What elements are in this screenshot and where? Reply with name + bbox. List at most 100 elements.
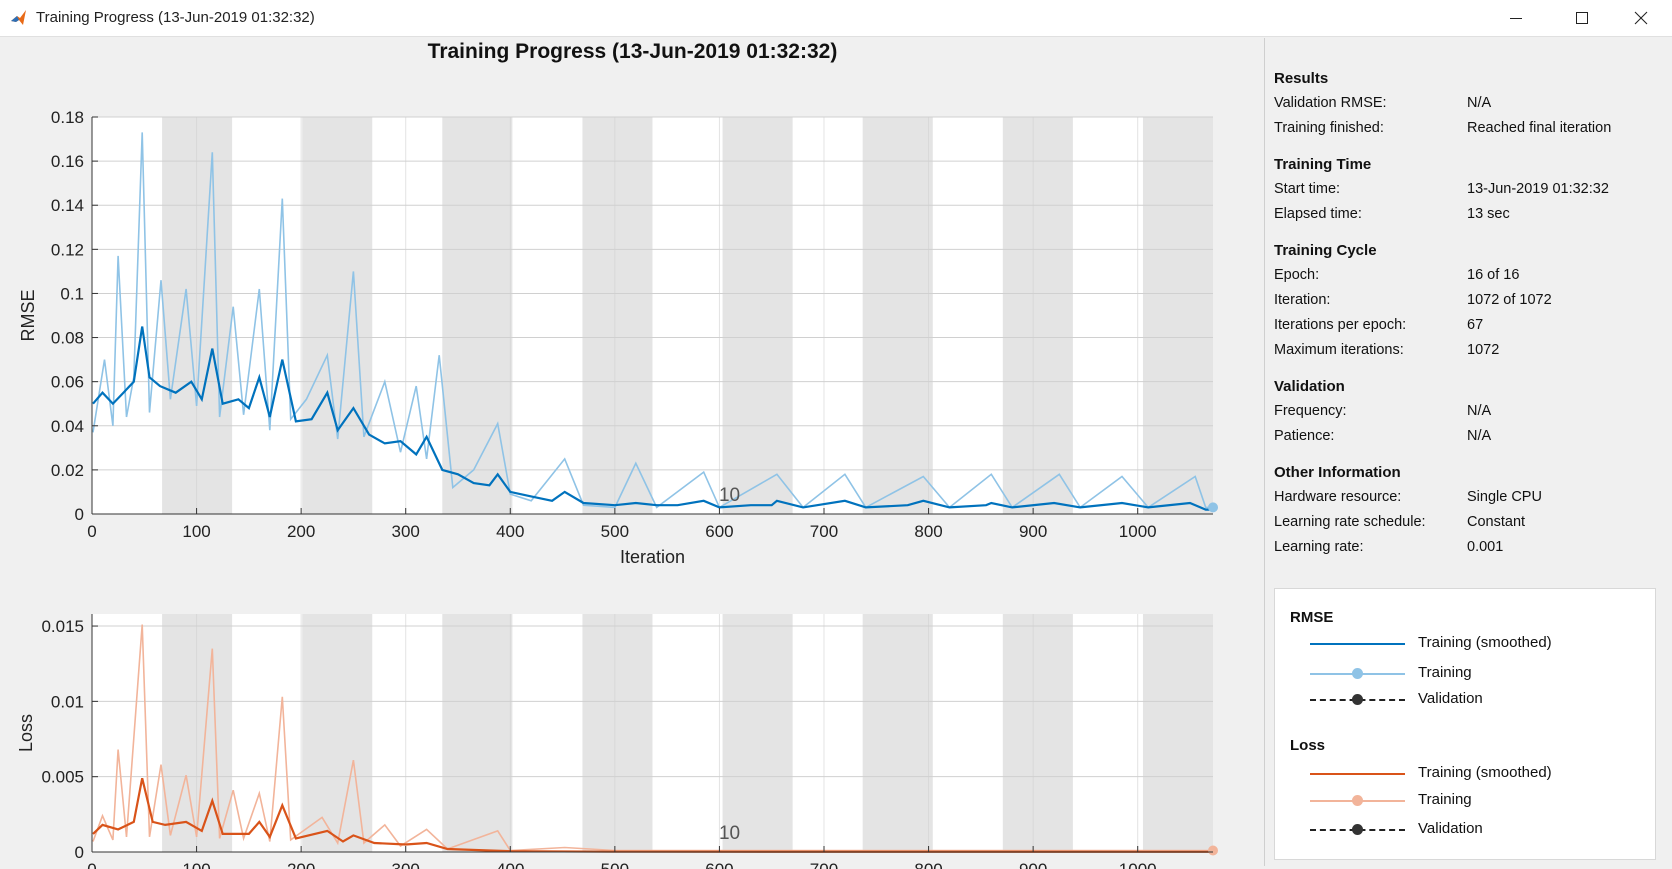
maximize-button[interactable] <box>1553 0 1611 36</box>
loss-x-tick-label: 100 <box>182 860 210 869</box>
info-section-title: Training Time <box>1274 156 1372 173</box>
info-section-title: Other Information <box>1274 464 1401 481</box>
info-row-label: Maximum iterations: <box>1274 342 1404 358</box>
info-row-label: Learning rate schedule: <box>1274 514 1426 530</box>
loss-training-line <box>92 624 1213 852</box>
rmse-y-tick-label: 0.08 <box>51 329 84 348</box>
loss-x-tick-label: 700 <box>810 860 838 869</box>
legend-rmse-title: RMSE <box>1290 609 1334 626</box>
rmse-y-tick-label: 0.02 <box>51 461 84 480</box>
loss-x-tick-label: 900 <box>1019 860 1047 869</box>
info-row-label: Frequency: <box>1274 403 1347 419</box>
info-row-label: Patience: <box>1274 428 1335 444</box>
training-progress-title: Training Progress (13-Jun-2019 01:32:32) <box>427 40 838 63</box>
rmse-y-axis-label: RMSE <box>18 289 38 341</box>
info-row-value: Constant <box>1467 514 1526 530</box>
loss-y-tick-label: 0.015 <box>41 617 84 636</box>
rmse-x-tick-label: 100 <box>182 522 210 541</box>
side-panel: Results Validation RMSE: N/A Training finis… <box>1264 38 1669 866</box>
rmse-training-line <box>92 132 1213 509</box>
loss-x-tick-label: 400 <box>496 860 524 869</box>
close-icon <box>1634 11 1648 25</box>
info-row-label: Training finished: <box>1274 120 1384 136</box>
info-section-title: Training Cycle <box>1274 242 1377 259</box>
rmse-training-smoothed-line <box>92 326 1213 511</box>
legend-loss-smoothed-label: Training (smoothed) <box>1418 764 1552 781</box>
legend-panel: RMSE Training (smoothed) Training Valida… <box>1274 588 1656 860</box>
rmse-x-axis-label: Iteration <box>620 547 685 567</box>
rmse-x-tick-label: 900 <box>1019 522 1047 541</box>
loss-x-tick-label: 600 <box>705 860 733 869</box>
loss-epoch-band <box>442 614 513 852</box>
loss-final-marker <box>1208 845 1218 856</box>
legend-loss-title: Loss <box>1290 737 1326 754</box>
rmse-y-tick-label: 0 <box>75 505 84 524</box>
rmse-epoch-band <box>162 117 233 514</box>
legend-rmse-smoothed-line <box>1310 643 1405 645</box>
info-row-label: Elapsed time: <box>1274 206 1362 222</box>
loss-epoch-band <box>862 614 933 852</box>
rmse-y-tick-label: 0.14 <box>51 196 84 215</box>
rmse-epoch-band <box>1142 117 1213 514</box>
rmse-y-tick-label: 0.04 <box>51 417 84 436</box>
info-section-title: Results <box>1274 70 1329 87</box>
rmse-epoch-annotation: 10 <box>719 485 740 506</box>
window-titlebar: Training Progress (13-Jun-2019 01:32:32) <box>0 0 1672 37</box>
legend-rmse-validation-marker <box>1352 694 1363 705</box>
loss-y-tick-label: 0.01 <box>51 692 84 711</box>
info-row-value: 16 of 16 <box>1467 267 1520 283</box>
loss-epoch-band <box>302 614 373 852</box>
loss-y-tick-label: 0 <box>75 843 84 862</box>
info-row-label: Validation RMSE: <box>1274 95 1387 111</box>
legend-loss-training-marker <box>1352 795 1363 806</box>
loss-x-tick-label: 200 <box>287 860 315 869</box>
rmse-y-tick-label: 0.16 <box>51 152 84 171</box>
loss-x-tick-label: 800 <box>914 860 942 869</box>
rmse-y-tick-label: 0.18 <box>51 108 84 127</box>
rmse-epoch-band <box>1002 117 1073 514</box>
rmse-x-tick-label: 300 <box>392 522 420 541</box>
loss-x-tick-label: 1000 <box>1119 860 1157 869</box>
loss-x-tick-label: 300 <box>392 860 420 869</box>
close-button[interactable] <box>1612 0 1670 36</box>
legend-loss-training-label: Training <box>1418 791 1472 808</box>
legend-loss-smoothed-line <box>1310 773 1405 775</box>
info-row-label: Epoch: <box>1274 267 1320 283</box>
loss-epoch-band <box>162 614 233 852</box>
info-row-value: N/A <box>1467 428 1492 444</box>
info-row-value: 1072 of 1072 <box>1467 292 1552 308</box>
rmse-epoch-band <box>442 117 513 514</box>
info-section-title: Validation <box>1274 378 1345 395</box>
rmse-x-tick-label: 1000 <box>1119 522 1157 541</box>
info-row-label: Learning rate: <box>1274 539 1364 555</box>
info-row-value: 1072 <box>1467 342 1500 358</box>
rmse-final-marker <box>1208 502 1218 513</box>
legend-loss-validation-marker <box>1352 824 1363 835</box>
minimize-icon <box>1510 18 1522 19</box>
loss-x-tick-label: 0 <box>87 860 96 869</box>
info-row-label: Start time: <box>1274 181 1341 197</box>
loss-training-smoothed-line <box>92 777 1214 853</box>
info-row-value: 0.001 <box>1467 539 1504 555</box>
rmse-y-tick-label: 0.12 <box>51 240 84 259</box>
window-title: Training Progress (13-Jun-2019 01:32:32) <box>36 9 315 26</box>
minimize-button[interactable] <box>1487 0 1545 36</box>
legend-rmse-training-label: Training <box>1418 664 1472 681</box>
info-row-value: 13-Jun-2019 01:32:32 <box>1467 181 1609 197</box>
matlab-app-icon <box>11 10 26 25</box>
rmse-epoch-band <box>582 117 653 514</box>
loss-epoch-annotation: 10 <box>719 823 740 844</box>
loss-y-tick-label: 0.005 <box>41 768 84 787</box>
legend-rmse-smoothed-label: Training (smoothed) <box>1418 634 1552 651</box>
info-row-value: N/A <box>1467 403 1492 419</box>
loss-epoch-band <box>722 614 793 852</box>
info-row-label: Iterations per epoch: <box>1274 317 1407 333</box>
rmse-x-tick-label: 600 <box>705 522 733 541</box>
loss-y-axis-label: Loss <box>16 714 36 752</box>
loss-x-tick-label: 500 <box>601 860 629 869</box>
info-row-value: 13 sec <box>1467 206 1510 222</box>
rmse-x-tick-label: 700 <box>810 522 838 541</box>
rmse-x-tick-label: 500 <box>601 522 629 541</box>
info-row-value: N/A <box>1467 95 1492 111</box>
results-info-panel[interactable]: Results Validation RMSE: N/A Training finis… <box>1265 38 1669 578</box>
